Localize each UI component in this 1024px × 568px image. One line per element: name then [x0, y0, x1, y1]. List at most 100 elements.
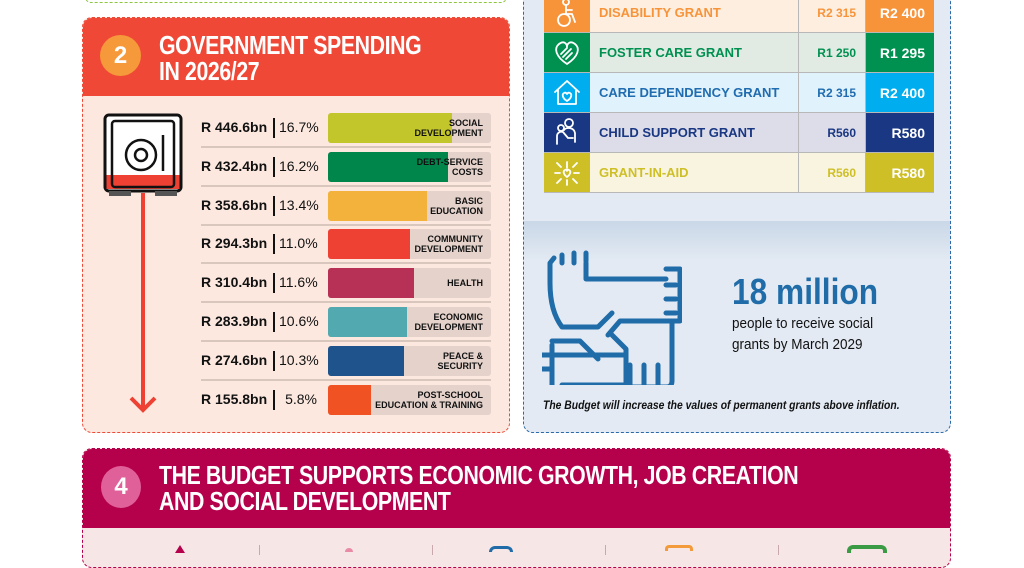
grant-row: GRANT-IN-AID R560 R580	[544, 153, 934, 193]
wheelchair-icon	[544, 0, 590, 32]
amount: R 155.8bn	[201, 390, 268, 407]
separator	[273, 389, 275, 410]
grant-old-value: R560	[799, 153, 866, 192]
spending-row: R 294.3bn 11.0% COMMUNITY DEVELOPMENT	[201, 225, 491, 265]
bar-fill	[328, 384, 371, 415]
joined-hands-icon	[542, 250, 682, 385]
divider	[605, 545, 606, 555]
category-label: DEBT-SERVICE COSTS	[416, 156, 483, 177]
previous-section-box	[85, 0, 507, 3]
row-divider	[201, 146, 491, 148]
separator	[273, 350, 275, 371]
grant-name: DISABILITY GRANT	[590, 0, 799, 32]
bar-track: COMMUNITY DEVELOPMENT	[328, 229, 491, 260]
amount: R 358.6bn	[201, 196, 268, 213]
heart-hands-icon	[544, 33, 590, 72]
spending-row: R 432.4bn 16.2% DEBT-SERVICE COSTS	[201, 148, 491, 187]
grant-name: CHILD SUPPORT GRANT	[590, 113, 799, 152]
bar-track: HEALTH	[328, 268, 491, 299]
highlight-number: 18 million	[732, 271, 879, 312]
divider	[432, 545, 433, 555]
row-divider	[201, 262, 491, 265]
spending-row: R 446.6bn 16.7% SOCIAL DEVELOPMENT	[201, 109, 491, 148]
spending-row: R 274.6bn 10.3% PEACE & SECURITY	[201, 342, 491, 381]
bar-fill	[328, 307, 407, 337]
spending-row: R 310.4bn 11.6% HEALTH	[201, 264, 491, 304]
row-divider	[201, 223, 491, 226]
amount: R 432.4bn	[201, 157, 268, 174]
economic-growth-section: 4 THE BUDGET SUPPORTS ECONOMIC GROWTH, J…	[82, 448, 951, 568]
network-heart-icon	[544, 153, 590, 192]
row-divider	[201, 378, 491, 381]
house-heart-icon	[544, 73, 590, 112]
percent: 11.6%	[279, 274, 318, 291]
separator	[273, 156, 275, 177]
grant-new-value: R1 295	[866, 33, 934, 72]
bar-fill	[328, 229, 410, 260]
highlight-text-line-2: grants by March 2029	[732, 336, 863, 353]
spending-title: GOVERNMENT SPENDING IN 2026/27	[159, 30, 422, 84]
section4-title: THE BUDGET SUPPORTS ECONOMIC GROWTH, JOB…	[159, 460, 799, 516]
bar-fill	[328, 151, 449, 182]
bar-fill	[328, 190, 428, 221]
amount: R 310.4bn	[201, 274, 268, 291]
amount: R 283.9bn	[201, 313, 268, 329]
amount: R 274.6bn	[201, 351, 268, 368]
percent: 10.6%	[279, 313, 319, 329]
bar-track: POST-SCHOOL EDUCATION & TRAINING	[328, 384, 491, 415]
highlight-text-line-1: people to receive social	[732, 315, 874, 332]
amount: R 446.6bn	[201, 119, 268, 135]
grant-old-value: R2 315	[799, 0, 866, 32]
spending-row: R 283.9bn 10.6% ECONOMIC DEVELOPMENT	[201, 303, 491, 342]
row-divider	[201, 301, 491, 304]
percent: 11.0%	[279, 235, 318, 252]
bar-track: ECONOMIC DEVELOPMENT	[328, 307, 491, 337]
category-label: POST-SCHOOL EDUCATION & TRAINING	[375, 389, 483, 410]
separator	[273, 195, 275, 216]
spending-header: 2 GOVERNMENT SPENDING IN 2026/27	[83, 18, 509, 96]
bar-fill	[328, 113, 452, 143]
grant-new-value: R580	[866, 153, 934, 192]
title-line-1: GOVERNMENT SPENDING	[159, 30, 422, 60]
bar-track: DEBT-SERVICE COSTS	[328, 151, 491, 182]
row-divider	[201, 340, 491, 342]
amount: R 294.3bn	[201, 235, 268, 252]
percent: 16.7%	[279, 119, 319, 135]
percent: 5.8%	[285, 390, 317, 407]
people-icon	[489, 546, 513, 552]
bar-fill	[328, 345, 405, 376]
parent-child-icon	[544, 113, 590, 152]
spending-row: R 358.6bn 13.4% BASIC EDUCATION	[201, 187, 491, 226]
bar-fill	[328, 268, 414, 299]
divider	[259, 545, 260, 555]
grant-name: CARE DEPENDENCY GRANT	[590, 73, 799, 112]
grant-old-value: R560	[799, 113, 866, 152]
panel-divider	[524, 221, 950, 261]
social-grants-panel: DISABILITY GRANT R2 315 R2 400 FOSTER CA…	[523, 0, 951, 433]
title-line-2: AND SOCIAL DEVELOPMENT	[159, 486, 451, 516]
grant-new-value: R2 400	[866, 73, 934, 112]
highlight-text: people to receive social grants by March…	[732, 313, 873, 355]
grant-name: GRANT-IN-AID	[590, 153, 799, 192]
percent: 16.2%	[279, 157, 319, 174]
category-label: ECONOMIC DEVELOPMENT	[414, 312, 483, 332]
growth-icon	[175, 545, 185, 553]
education-icon	[665, 545, 693, 551]
row-divider	[201, 184, 491, 187]
grant-name: FOSTER CARE GRANT	[590, 33, 799, 72]
infrastructure-icon	[847, 545, 887, 553]
grant-old-value: R2 315	[799, 73, 866, 112]
separator	[273, 234, 275, 255]
grants-note: The Budget will increase the values of p…	[543, 400, 900, 412]
bar-track: BASIC EDUCATION	[328, 190, 491, 221]
grant-row: CHILD SUPPORT GRANT R560 R580	[544, 113, 934, 153]
title-line-1: THE BUDGET SUPPORTS ECONOMIC GROWTH, JOB…	[159, 460, 799, 490]
grant-old-value: R1 250	[799, 33, 866, 72]
category-label: BASIC EDUCATION	[430, 195, 483, 216]
section4-header: 4 THE BUDGET SUPPORTS ECONOMIC GROWTH, J…	[83, 449, 950, 528]
section-number: 2	[100, 35, 141, 76]
separator	[273, 312, 275, 332]
government-spending-panel: 2 GOVERNMENT SPENDING IN 2026/27 R 446.6…	[82, 17, 510, 433]
grant-new-value: R2 400	[866, 0, 934, 32]
grant-row: CARE DEPENDENCY GRANT R2 315 R2 400	[544, 73, 934, 113]
